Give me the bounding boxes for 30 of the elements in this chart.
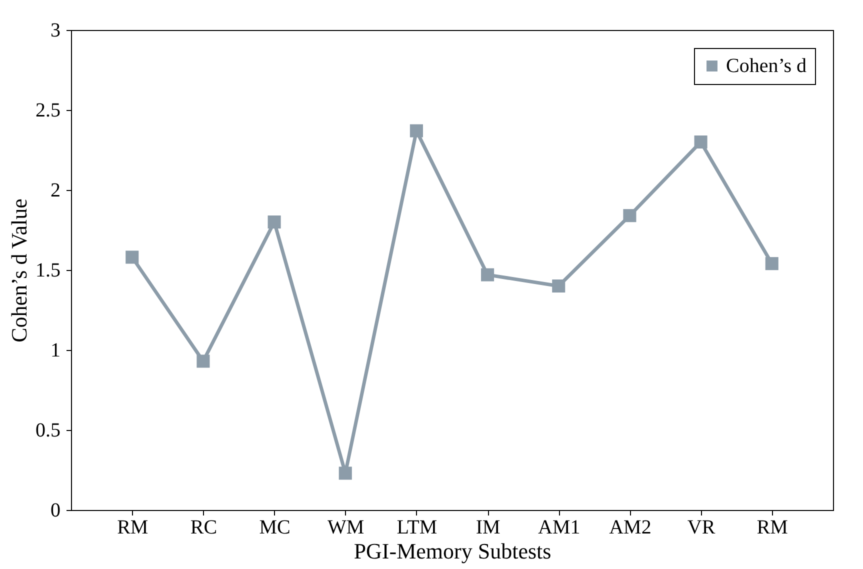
point <box>765 257 778 270</box>
y-tick-label: 2.5 <box>36 100 60 122</box>
point <box>481 268 494 282</box>
point <box>338 466 352 480</box>
y-tick-label: 2 <box>50 180 60 202</box>
x-tick-label: AM1 <box>538 516 580 538</box>
point <box>126 250 139 264</box>
x-tick-label: WM <box>328 516 364 538</box>
x-tick-label: RC <box>190 516 218 538</box>
x-tick-label: MC <box>259 516 290 538</box>
x-tick-label: AM2 <box>609 516 652 538</box>
y-tick-label: 0 <box>50 500 60 522</box>
y-tick-label: 1.5 <box>36 260 60 282</box>
x-tick-label: VR <box>687 516 716 538</box>
x-axis-title: PGI-Memory Subtests <box>354 538 552 564</box>
legend-label: Cohen’s d <box>726 55 807 77</box>
point <box>552 279 566 293</box>
y-tick-label: 3 <box>50 20 60 42</box>
y-axis-title: Cohen’s d Value <box>6 198 32 342</box>
y-tick-label: 1 <box>50 340 60 362</box>
point <box>623 209 636 222</box>
point <box>196 354 210 368</box>
point <box>268 215 281 229</box>
point <box>410 124 423 138</box>
y-tick-label: 0.5 <box>36 420 60 442</box>
point <box>694 135 708 149</box>
x-tick-label: RM <box>117 516 148 538</box>
x-tick-label: RM <box>756 516 788 538</box>
x-tick-label: IM <box>476 516 500 538</box>
x-tick-label: LTM <box>396 516 438 538</box>
